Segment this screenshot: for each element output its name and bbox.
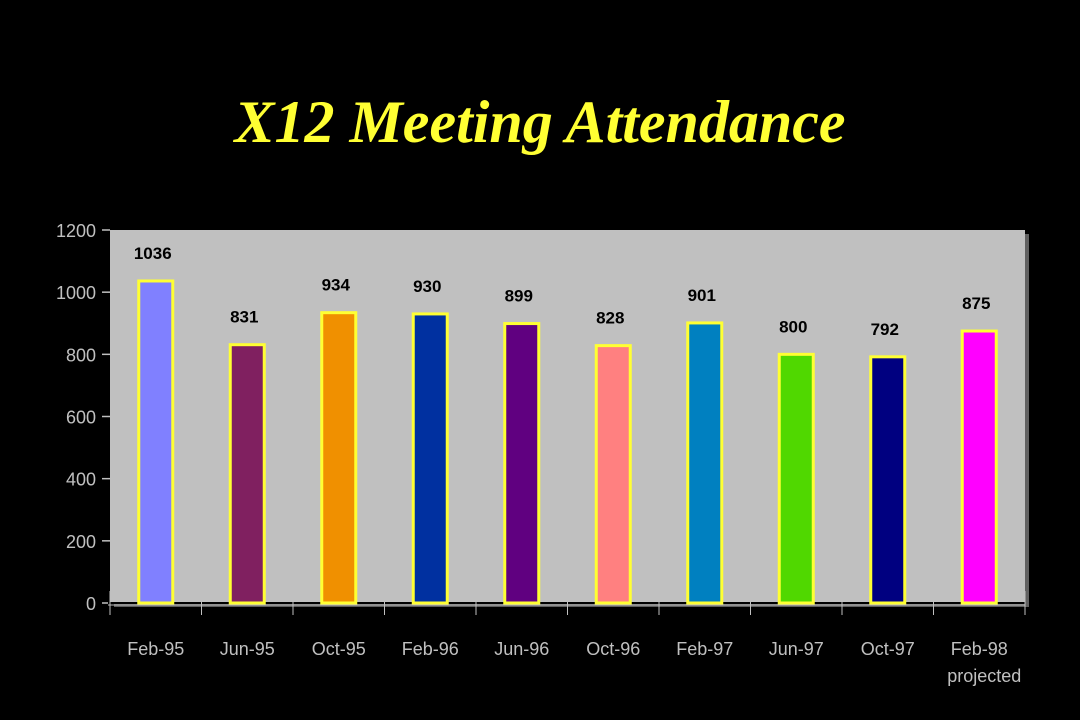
- x-tick-label: Feb-96: [402, 639, 459, 659]
- x-tick-label: Oct-96: [586, 639, 640, 659]
- x-tick-label: Jun-97: [769, 639, 824, 659]
- x-tick-label: Oct-97: [861, 639, 915, 659]
- data-label: 901: [688, 286, 716, 305]
- bar: [228, 343, 266, 605]
- bar: [869, 355, 907, 605]
- data-label: 899: [505, 287, 533, 306]
- data-label: 875: [962, 294, 990, 313]
- y-tick-label: 1000: [56, 283, 96, 303]
- bar: [960, 329, 998, 605]
- chart-title: X12 Meeting Attendance: [234, 89, 846, 155]
- y-tick-label: 200: [66, 532, 96, 552]
- bar: [594, 344, 632, 605]
- data-label: 828: [596, 309, 624, 328]
- bar: [686, 321, 724, 605]
- y-tick-label: 400: [66, 470, 96, 490]
- data-label: 792: [871, 320, 899, 339]
- y-tick-label: 600: [66, 408, 96, 428]
- bar: [320, 311, 358, 605]
- data-label: 934: [322, 276, 351, 295]
- data-label: 930: [413, 277, 441, 296]
- x-tick-label: Feb-97: [676, 639, 733, 659]
- x-tick-label: Jun-96: [494, 639, 549, 659]
- bar: [411, 312, 449, 605]
- y-tick-label: 1200: [56, 221, 96, 241]
- x-tick-label: Feb-98: [951, 639, 1008, 659]
- x-tick-label: Feb-95: [127, 639, 184, 659]
- data-label: 800: [779, 317, 807, 336]
- bar: [137, 279, 175, 605]
- bar: [777, 352, 815, 605]
- category-note: projected: [947, 666, 1021, 686]
- data-label: 831: [230, 308, 258, 327]
- x-tick-label: Oct-95: [312, 639, 366, 659]
- data-label: 1036: [134, 244, 172, 263]
- y-tick-label: 0: [86, 594, 96, 614]
- y-tick-label: 800: [66, 345, 96, 365]
- bar: [503, 322, 541, 605]
- x-tick-label: Jun-95: [220, 639, 275, 659]
